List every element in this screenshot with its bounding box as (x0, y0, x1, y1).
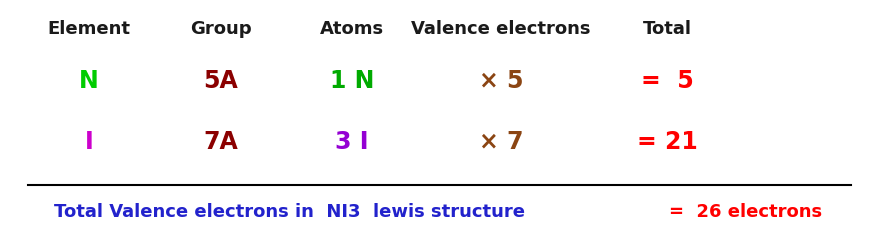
Text: 3 I: 3 I (335, 130, 368, 154)
Text: 7A: 7A (203, 130, 238, 154)
Text: Total: Total (642, 19, 691, 38)
Text: 1 N: 1 N (329, 68, 374, 93)
Text: =  26 electrons: = 26 electrons (668, 203, 821, 221)
Text: Total Valence electrons in  NI3  lewis structure: Total Valence electrons in NI3 lewis str… (54, 203, 524, 221)
Text: Atoms: Atoms (320, 19, 384, 38)
Text: 5A: 5A (203, 68, 238, 93)
Text: =  5: = 5 (640, 68, 693, 93)
Text: × 7: × 7 (478, 130, 522, 154)
Text: N: N (79, 68, 98, 93)
Text: = 21: = 21 (637, 130, 697, 154)
Text: Valence electrons: Valence electrons (411, 19, 590, 38)
Text: I: I (84, 130, 93, 154)
Text: × 5: × 5 (478, 68, 522, 93)
Text: Element: Element (47, 19, 130, 38)
Text: Group: Group (190, 19, 251, 38)
